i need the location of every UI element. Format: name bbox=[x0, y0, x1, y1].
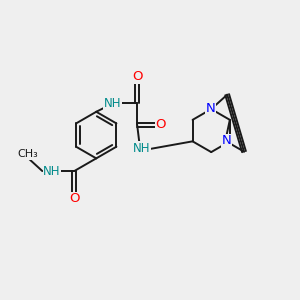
Text: O: O bbox=[132, 70, 142, 83]
Text: O: O bbox=[69, 192, 80, 205]
Text: O: O bbox=[155, 118, 166, 131]
Text: NH: NH bbox=[43, 165, 61, 178]
Text: N: N bbox=[222, 134, 231, 147]
Text: N: N bbox=[206, 102, 215, 115]
Text: CH₃: CH₃ bbox=[18, 149, 38, 159]
Text: NH: NH bbox=[104, 97, 122, 110]
Text: NH: NH bbox=[133, 142, 151, 155]
